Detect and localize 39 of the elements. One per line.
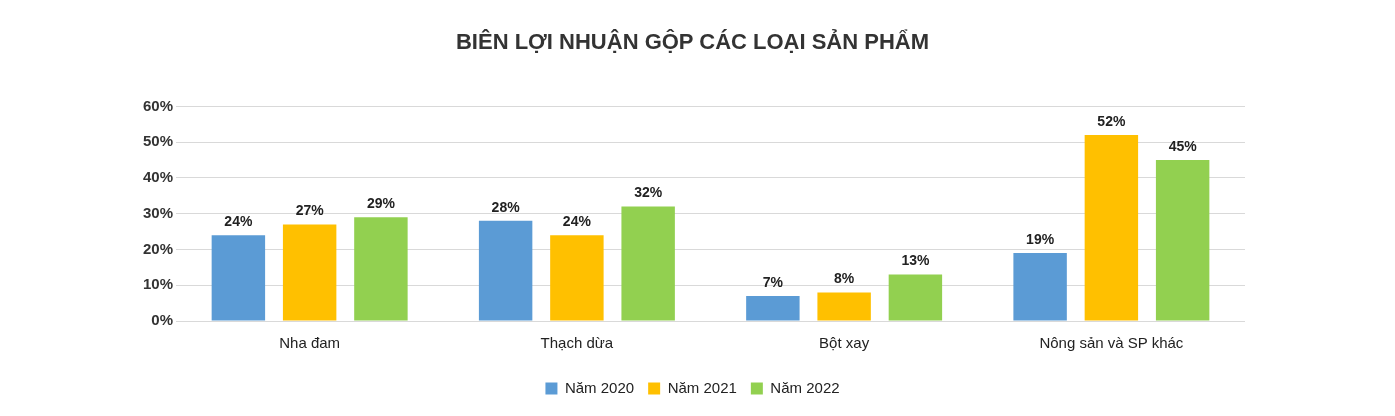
x-tick-label: Bột xay bbox=[819, 334, 870, 352]
bar bbox=[478, 220, 533, 321]
legend-label: Năm 2020 bbox=[564, 378, 635, 396]
bar bbox=[888, 274, 943, 321]
y-tick-label: 40% bbox=[142, 168, 174, 186]
x-tick-label: Thạch dừa bbox=[540, 334, 614, 352]
y-tick-label: 0% bbox=[151, 311, 174, 329]
data-label: 24% bbox=[224, 213, 253, 230]
data-label: 45% bbox=[1168, 137, 1198, 154]
bar bbox=[1013, 253, 1067, 321]
bar bbox=[817, 292, 871, 321]
data-label: 19% bbox=[1026, 230, 1055, 247]
data-label: 13% bbox=[901, 252, 930, 269]
data-label: 29% bbox=[366, 195, 396, 212]
y-tick-label: 30% bbox=[142, 203, 174, 221]
data-label: 24% bbox=[562, 213, 592, 230]
legend-label: Năm 2022 bbox=[770, 378, 840, 396]
data-label: 8% bbox=[834, 270, 855, 287]
bar bbox=[211, 235, 266, 321]
bar bbox=[1155, 160, 1210, 321]
data-label: 52% bbox=[1097, 112, 1126, 129]
data-label: 28% bbox=[491, 198, 521, 215]
x-tick-label: Nha đam bbox=[279, 334, 341, 352]
y-tick-label: 50% bbox=[142, 132, 174, 150]
bar bbox=[354, 217, 408, 321]
x-tick-label: Nông sản và SP khác bbox=[1039, 334, 1184, 352]
bar bbox=[1084, 135, 1139, 321]
y-tick-label: 20% bbox=[142, 239, 174, 257]
chart-title: BIÊN LỢI NHUẬN GỘP CÁC LOẠI SẢN PHẨM bbox=[455, 29, 930, 55]
legend-label: Năm 2021 bbox=[667, 378, 737, 396]
bar bbox=[621, 206, 675, 321]
y-tick-label: 60% bbox=[142, 96, 174, 114]
bar bbox=[746, 295, 800, 321]
y-tick-label: 10% bbox=[142, 275, 174, 293]
data-label: 32% bbox=[634, 184, 663, 201]
data-label: 27% bbox=[295, 202, 325, 219]
bar bbox=[550, 235, 604, 321]
data-label: 7% bbox=[762, 273, 784, 290]
bar bbox=[282, 224, 337, 321]
